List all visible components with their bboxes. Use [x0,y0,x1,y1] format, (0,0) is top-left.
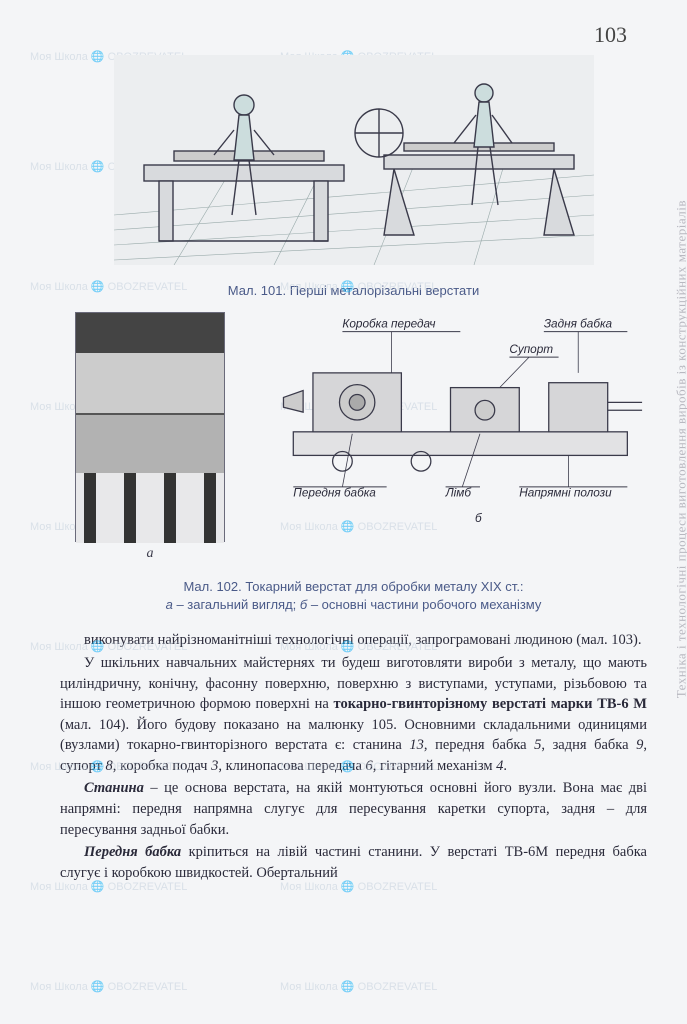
page-number: 103 [594,22,627,48]
caption-end: – основні частини робочого механізму [307,597,541,612]
watermark: Моя Школа 🌐 OBOZREVATEL [30,280,187,293]
watermark: Моя Школа 🌐 OBOZREVATEL [30,760,187,773]
watermark: Моя Школа 🌐 OBOZREVATEL [280,880,437,893]
svg-text:Передня бабка: Передня бабка [293,487,376,500]
svg-text:Задня бабка: Задня бабка [544,318,613,331]
svg-text:б: б [475,512,482,525]
svg-text:Коробка передач: Коробка передач [342,318,435,331]
caption-mid1: – загальний вигляд; [173,597,300,612]
paragraph-4: Передня бабка кріпиться на лівій частині… [60,842,647,883]
watermark: Моя Школа 🌐 OBOZREVATEL [280,760,437,773]
watermark: Моя Школа 🌐 OBOZREVATEL [30,640,187,653]
caption-a: а [166,597,173,612]
watermark: Моя Школа 🌐 OBOZREVATEL [30,880,187,893]
svg-text:Лімб: Лімб [445,487,472,500]
lathe-mechanism-diagram: Коробка передач Задня бабка Супорт [254,312,647,532]
figure-102-caption: Мал. 102. Токарний верстат для обробки м… [60,578,647,614]
watermark: Моя Школа 🌐 OBOZREVATEL [280,640,437,653]
body-text: виконувати найрізноманітніші технологічн… [60,630,647,883]
chapter-side-title: Техніка і технологічні процеси виготовле… [673,200,687,698]
historical-lathe-illustration [114,55,594,265]
caption-line1: Мал. 102. Токарний верстат для обробки м… [183,579,523,594]
figure-102a: а [60,312,240,572]
svg-text:Супорт: Супорт [509,343,553,356]
figure-101 [60,55,647,275]
figure-102b: Коробка передач Задня бабка Супорт [254,312,647,572]
textbook-page: 103 Техніка і технологічні процеси вигот… [0,0,687,1024]
antique-lathe-drawing [75,312,225,542]
figure-102: а Коробка передач Задня бабка Супорт [60,312,647,572]
paragraph-2: У шкільних навчальних майстернях ти буде… [60,653,647,776]
watermark: Моя Школа 🌐 OBOZREVATEL [280,980,437,993]
paragraph-3: Станина – це основа верстата, на якій мо… [60,778,647,840]
svg-text:Напрямні полози: Напрямні полози [519,487,612,500]
watermark: Моя Школа 🌐 OBOZREVATEL [280,280,437,293]
watermark: Моя Школа 🌐 OBOZREVATEL [30,980,187,993]
figure-102a-label: а [60,546,240,562]
